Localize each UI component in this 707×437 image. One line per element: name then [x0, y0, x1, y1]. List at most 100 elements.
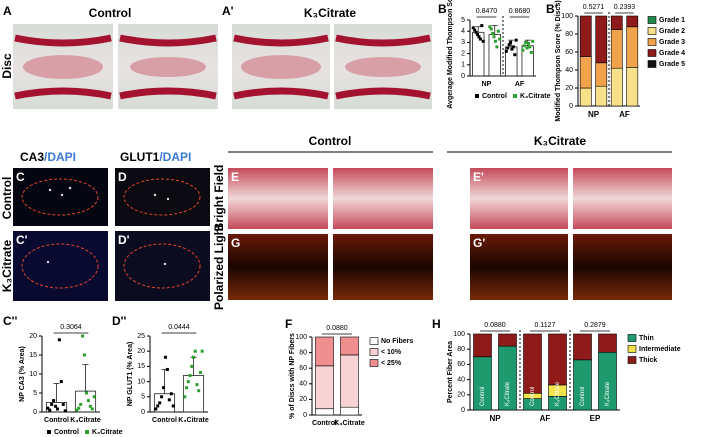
- row-label: Bright Field: [212, 165, 226, 232]
- heading: Control: [309, 134, 352, 148]
- data-point: [156, 404, 160, 408]
- legend-label: Grade 2: [659, 28, 685, 35]
- data-point: [531, 39, 535, 43]
- legend-swatch: [369, 337, 379, 345]
- data-point: [162, 386, 166, 390]
- heading: Control: [89, 6, 132, 20]
- y-tick-label: 5: [33, 390, 37, 397]
- data-point: [90, 407, 94, 411]
- y-tick-label: 60: [457, 361, 465, 368]
- data-point: [509, 40, 513, 44]
- y-tick-label: 15: [137, 363, 145, 370]
- bar-label: Control: [580, 387, 586, 406]
- y-tick-label: 2: [461, 50, 465, 57]
- legend-label: Grade 4: [659, 50, 685, 57]
- group-label: AF: [540, 414, 551, 423]
- y-tick-label: 40: [299, 381, 307, 388]
- data-point: [57, 338, 61, 342]
- x-tick-label: K₃Citrate: [70, 417, 101, 424]
- y-tick-label: 0: [141, 409, 145, 416]
- y-tick-label: 3: [461, 39, 465, 46]
- legend-swatch: [647, 60, 657, 68]
- panel-label: E': [473, 170, 484, 184]
- data-point: [477, 35, 481, 39]
- stain: CA3: [20, 150, 44, 164]
- p-value: 0.8470: [476, 8, 498, 15]
- p-value: 0.2393: [614, 4, 636, 11]
- p-value: 0.1127: [535, 322, 556, 329]
- p-value: 0.0880: [484, 322, 506, 329]
- data-point: [193, 349, 197, 353]
- panel-label: F: [285, 317, 292, 331]
- bar-label: K₃Citrate: [555, 381, 561, 406]
- bar-segment: [498, 333, 517, 347]
- bar-label: Control: [530, 387, 536, 406]
- y-tick-label: 100: [453, 331, 465, 338]
- data-point: [61, 402, 65, 406]
- data-point: [488, 25, 492, 29]
- bar-segment: [573, 333, 592, 361]
- data-point: [188, 374, 192, 378]
- bar-segment: [315, 365, 334, 410]
- y-tick-label: 0: [303, 412, 307, 419]
- y-tick-label: 1: [461, 62, 465, 69]
- data-point: [160, 395, 164, 399]
- y-tick-label: 80: [457, 346, 465, 353]
- y-tick-label: 5: [461, 17, 465, 24]
- bar-segment: [579, 87, 592, 107]
- y-axis-label: Percent Fiber Area: [447, 341, 454, 403]
- bar-segment: [598, 333, 617, 353]
- bar-label: K₃Citrate: [505, 381, 511, 406]
- data-point: [81, 334, 85, 338]
- panel-label: G': [473, 236, 485, 250]
- y-axis-label: NP GLUT1 (% Area): [127, 342, 134, 407]
- legend-swatch: [513, 94, 517, 98]
- data-point: [92, 395, 96, 399]
- data-point: [514, 38, 518, 42]
- data-point: [476, 33, 480, 37]
- bar-segment: [473, 333, 492, 358]
- row-label: Control: [0, 177, 14, 220]
- legend-swatch: [85, 430, 89, 434]
- heading: CA3/DAPI: [20, 150, 76, 164]
- legend-label: Thick: [639, 357, 657, 364]
- y-tick-label: 0: [33, 409, 37, 416]
- bar-segment: [610, 15, 623, 30]
- panel-label: D'': [112, 314, 127, 328]
- y-tick-label: 40: [565, 67, 573, 74]
- y-tick-label: 20: [299, 396, 307, 403]
- y-tick-label: 25: [137, 333, 145, 340]
- y-tick-label: 40: [457, 376, 465, 383]
- data-point: [478, 37, 482, 41]
- data-point: [528, 45, 532, 49]
- legend-swatch: [47, 430, 51, 434]
- bar: [472, 31, 485, 77]
- panel-label: C': [16, 233, 28, 247]
- legend-label: < 25%: [381, 360, 402, 367]
- y-axis-label: Modified Thompson Score (% Discs): [555, 0, 562, 121]
- legend-swatch: [627, 356, 637, 364]
- bar-segment: [610, 29, 623, 69]
- data-point: [52, 399, 56, 403]
- data-point: [75, 408, 79, 412]
- bar: [182, 375, 205, 413]
- y-tick-label: 5: [141, 394, 145, 401]
- legend-label: Grade 3: [659, 39, 685, 46]
- data-point: [77, 406, 81, 410]
- legend-label: Thin: [639, 335, 654, 342]
- stain: /DAPI: [159, 150, 191, 164]
- p-value: 0.0880: [326, 325, 348, 332]
- group-label: NP: [588, 110, 600, 119]
- heading: GLUT1/DAPI: [120, 150, 191, 164]
- data-point: [195, 383, 199, 387]
- y-tick-label: 20: [565, 85, 573, 92]
- bar-segment: [548, 333, 567, 386]
- p-value: 0.2879: [584, 322, 606, 329]
- y-axis-label: Avgerage Modified Thompson Score: [447, 0, 454, 109]
- panel-label: B': [546, 2, 558, 16]
- legend-label: Grade 5: [659, 61, 685, 68]
- data-point: [474, 30, 478, 34]
- x-tick-label: K₃Citrate: [334, 420, 365, 427]
- data-point: [504, 49, 508, 53]
